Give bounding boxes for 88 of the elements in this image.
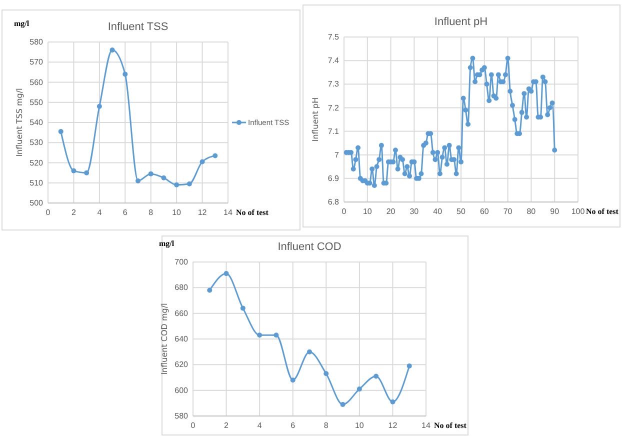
- point: [240, 306, 246, 311]
- x-tick-label: 12: [388, 421, 398, 430]
- y-tick-label: 700: [174, 258, 189, 267]
- x-tick-label: 40: [433, 207, 443, 216]
- x-tick-label: 2: [224, 421, 230, 430]
- y-tick-label: 540: [30, 118, 44, 128]
- x-tick-label: 50: [456, 207, 466, 216]
- y-tick-label: 7.1: [328, 126, 340, 136]
- x-tick-label: 0: [46, 208, 51, 217]
- y-tick-label: 7.3: [328, 80, 340, 89]
- x-axis-title: No of test: [586, 207, 619, 216]
- y-tick-label: 600: [174, 386, 189, 395]
- point: [71, 168, 76, 174]
- x-tick-label: 100: [571, 207, 586, 216]
- y-tick-label: 550: [30, 98, 44, 107]
- point: [161, 175, 166, 180]
- x-tick-label: 10: [354, 421, 364, 430]
- point: [212, 153, 218, 158]
- y-tick-label: 680: [174, 283, 189, 292]
- y-tick-label: 530: [30, 138, 44, 148]
- x-tick-label: 8: [148, 208, 154, 217]
- x-tick-label: 60: [480, 207, 490, 216]
- point: [200, 159, 205, 164]
- x-tick-label: 30: [410, 207, 420, 216]
- point: [340, 402, 346, 407]
- y-tick-label: 7.5: [328, 32, 340, 42]
- point: [186, 181, 192, 186]
- y-tick-label: 580: [30, 38, 44, 47]
- x-tick-label: 6: [122, 208, 128, 217]
- point: [207, 288, 212, 293]
- x-axis-title: No of test: [434, 421, 467, 430]
- point: [148, 171, 154, 176]
- text: mg/l: [14, 19, 30, 28]
- point: [274, 332, 279, 338]
- y-tick-label: 500: [30, 198, 44, 208]
- y-axis-title: Influent COD mg/l: [160, 303, 169, 375]
- x-axis-title: No of test: [236, 208, 269, 217]
- x-tick-label: 0: [342, 207, 347, 216]
- y-tick-label: 7.2: [328, 103, 340, 112]
- x-tick-label: 70: [503, 207, 513, 216]
- x-tick-label: 4: [257, 421, 262, 430]
- y-tick-label: 6.9: [328, 174, 340, 183]
- point: [84, 170, 90, 176]
- point: [307, 349, 312, 354]
- point: [122, 72, 128, 77]
- y-tick-label: 7.4: [328, 56, 340, 66]
- chart-title: Influent TSS: [108, 21, 168, 33]
- point: [374, 374, 379, 379]
- point: [257, 332, 262, 338]
- y-axis-title: Influent pH: [311, 97, 320, 142]
- point: [390, 399, 396, 404]
- x-tick-label: 0: [190, 421, 196, 430]
- point: [136, 178, 140, 184]
- y-tick-label: 7: [334, 150, 340, 160]
- y-tick-label: 580: [174, 412, 189, 421]
- x-tick-label: 20: [386, 207, 396, 216]
- x-tick-label: 10: [362, 207, 372, 216]
- y-tick-label: 570: [30, 58, 44, 67]
- point: [58, 129, 64, 134]
- x-tick-label: 2: [71, 208, 76, 217]
- x-tick-label: 4: [97, 208, 102, 217]
- y-tick-label: 520: [30, 158, 44, 168]
- x-tick-label: 14: [224, 208, 233, 217]
- point: [324, 371, 329, 376]
- x-tick-label: 8: [324, 421, 329, 430]
- x-tick-label: 80: [526, 207, 536, 216]
- chart-title: Influent pH: [434, 16, 488, 28]
- point: [224, 271, 229, 276]
- chart-title: Influent COD: [278, 241, 342, 253]
- y-axis-title: Influent TSS mg/l: [15, 88, 24, 157]
- text: mg/l: [159, 239, 175, 248]
- x-tick-label: 12: [198, 208, 208, 217]
- y-tick-label: 640: [174, 334, 189, 344]
- x-tick-label: 6: [290, 421, 296, 430]
- x-tick-label: 10: [172, 208, 182, 217]
- point: [356, 386, 362, 392]
- point: [406, 363, 412, 368]
- y-tick-label: 660: [174, 308, 189, 318]
- x-tick-label: 90: [550, 207, 560, 216]
- x-tick-label: 14: [422, 421, 431, 430]
- y-tick-label: 510: [30, 178, 44, 188]
- y-tick-label: 6.8: [328, 198, 340, 207]
- point: [96, 104, 102, 109]
- y-tick-label: 620: [174, 360, 189, 370]
- point: [110, 48, 115, 53]
- point: [290, 378, 296, 383]
- y-tick-label: 560: [30, 78, 44, 87]
- point: [174, 182, 180, 188]
